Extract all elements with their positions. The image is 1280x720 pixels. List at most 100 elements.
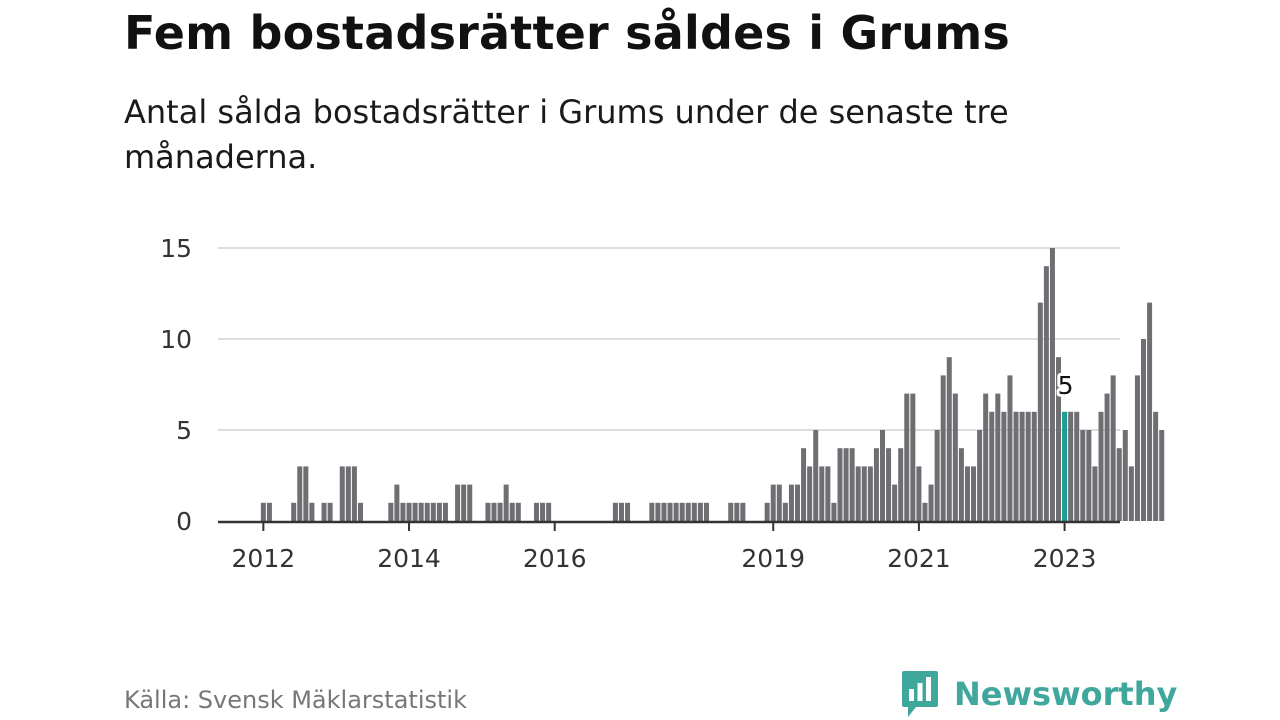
bar: [910, 393, 916, 521]
bar: [625, 502, 631, 521]
y-tick-label: 0: [176, 507, 192, 536]
bars: [260, 248, 1165, 521]
bar: [861, 466, 867, 521]
x-tick-label: 2023: [1033, 544, 1097, 573]
bar: [1104, 393, 1110, 521]
bar: [1092, 466, 1098, 521]
bar: [1153, 411, 1159, 521]
chart-title: Fem bostadsrätter såldes i Grums: [124, 6, 1010, 60]
bar: [1110, 375, 1116, 521]
bar: [782, 502, 788, 521]
bar: [503, 484, 509, 521]
bar: [291, 502, 297, 521]
bar: [837, 448, 843, 521]
bar: [795, 484, 801, 521]
bar: [940, 375, 946, 521]
bar: [461, 484, 467, 521]
bar: [1068, 411, 1074, 521]
bar: [467, 484, 473, 521]
bar: [1043, 266, 1049, 521]
x-tick-label: 2012: [232, 544, 296, 573]
brand-logo[interactable]: Newsworthy: [900, 668, 1177, 720]
bar: [867, 466, 873, 521]
bar: [892, 484, 898, 521]
bar: [886, 448, 892, 521]
bar: [1098, 411, 1104, 521]
y-tick-label: 10: [160, 325, 192, 354]
bar: [813, 430, 819, 521]
bar: [327, 502, 333, 521]
bar: [321, 502, 327, 521]
bar-chart-speech-bubble-icon: [902, 671, 938, 717]
bar: [497, 502, 503, 521]
bar: [1031, 411, 1037, 521]
bar: [418, 502, 424, 521]
bar: [995, 393, 1001, 521]
bar: [764, 502, 770, 521]
x-tick-label: 2019: [741, 544, 805, 573]
bar: [849, 448, 855, 521]
bar: [1013, 411, 1019, 521]
bar: [339, 466, 345, 521]
bar: [788, 484, 794, 521]
bar: [534, 502, 539, 521]
bar: [1001, 411, 1007, 521]
bar: [1007, 375, 1013, 521]
bar: [351, 466, 357, 521]
bar: [266, 502, 272, 521]
bar: [309, 502, 315, 521]
bar: [388, 502, 394, 521]
bar: [412, 502, 418, 521]
bar: [455, 484, 461, 521]
bar: [983, 393, 989, 521]
bar: [831, 502, 837, 521]
bar: [685, 502, 691, 521]
bar: [971, 466, 977, 521]
bar: [1141, 339, 1146, 521]
bar: [612, 502, 618, 521]
bar: [697, 502, 703, 521]
bar: [740, 502, 746, 521]
bar: [770, 484, 776, 521]
bar: [819, 466, 825, 521]
bar: [673, 502, 679, 521]
bar: [345, 466, 351, 521]
bar: [977, 430, 983, 521]
data-label-halo: 5: [1058, 371, 1074, 400]
bar: [855, 466, 861, 521]
bar: [904, 393, 910, 521]
bar: [260, 502, 266, 521]
y-tick-label: 5: [176, 416, 192, 445]
bar: [667, 502, 673, 521]
bar: [873, 448, 879, 521]
bar: [406, 502, 412, 521]
bar: [515, 502, 521, 521]
bar: [922, 502, 928, 521]
bar: [1134, 375, 1140, 521]
bar: [394, 484, 400, 521]
bar: [801, 448, 807, 521]
bar: [1056, 357, 1062, 521]
bar: [424, 502, 430, 521]
bar: [734, 502, 740, 521]
bar: [655, 502, 661, 521]
chart-subtitle: Antal sålda bostadsrätter i Grums under …: [124, 93, 1009, 176]
brand-name: Newsworthy: [954, 675, 1178, 713]
x-tick-label: 2021: [887, 544, 951, 573]
bar: [691, 502, 697, 521]
data-label: 5: [1058, 371, 1074, 400]
bar: [728, 502, 734, 521]
bar: [1019, 411, 1025, 521]
bar: [442, 502, 448, 521]
bar: [357, 502, 363, 521]
bar: [843, 448, 849, 521]
bar: [703, 502, 709, 521]
bar: [934, 430, 940, 521]
bar: [958, 448, 964, 521]
bar: [825, 466, 831, 521]
bar: [679, 502, 685, 521]
bar: [1116, 448, 1122, 521]
bar: [491, 502, 497, 521]
